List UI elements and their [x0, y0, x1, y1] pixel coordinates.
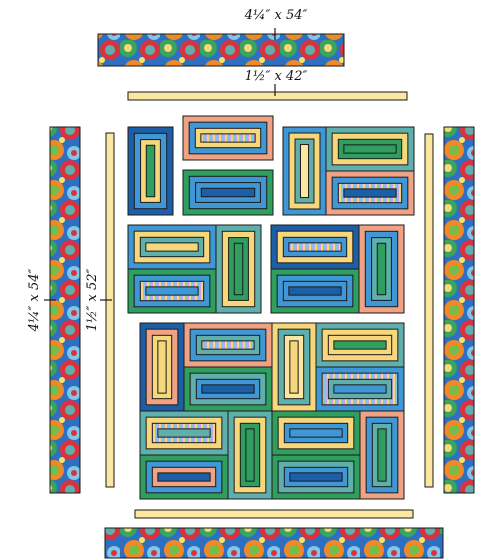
dimension-markers: [44, 28, 276, 301]
left-sashing: [105, 132, 115, 488]
top-border-label: 4¼″ x 54″: [244, 8, 308, 23]
top-sashing-label: 1½″ x 42″: [245, 69, 308, 84]
quilt-block: [325, 170, 415, 216]
quilt-block: [271, 322, 317, 412]
right-sashing: [424, 133, 434, 488]
quilt-block: [315, 366, 405, 412]
quilt-block: [271, 410, 361, 456]
quilt-block: [359, 410, 405, 500]
top-border: [97, 33, 345, 67]
quilt-block: [270, 224, 360, 270]
quilt-block: [227, 410, 273, 500]
quilt-blocks: [127, 115, 415, 500]
side-border-label: 4¼″ x 54″: [27, 269, 42, 333]
left-border: [49, 126, 81, 494]
quilt-block: [270, 268, 360, 314]
quilt-block: [325, 126, 415, 172]
bottom-sashing: [134, 509, 414, 519]
quilt-block: [358, 224, 405, 314]
top-sashing: [127, 91, 408, 101]
quilt-block: [127, 268, 217, 314]
quilt-block: [139, 322, 185, 412]
quilt-block: [183, 322, 273, 368]
quilt-block: [127, 126, 174, 216]
quilt-block: [271, 454, 361, 500]
quilt-block: [215, 224, 262, 314]
quilt-block: [315, 322, 405, 368]
quilt-block: [127, 224, 217, 270]
quilt-block: [182, 115, 274, 161]
quilt-block: [183, 366, 273, 412]
quilt-block: [139, 410, 229, 456]
bottom-border: [104, 527, 444, 559]
quilt-block: [282, 126, 327, 216]
quilt-block: [182, 169, 274, 216]
right-border: [443, 126, 475, 494]
quilt-block: [139, 454, 229, 500]
side-sashing-label: 1½″ x 52″: [85, 269, 100, 332]
